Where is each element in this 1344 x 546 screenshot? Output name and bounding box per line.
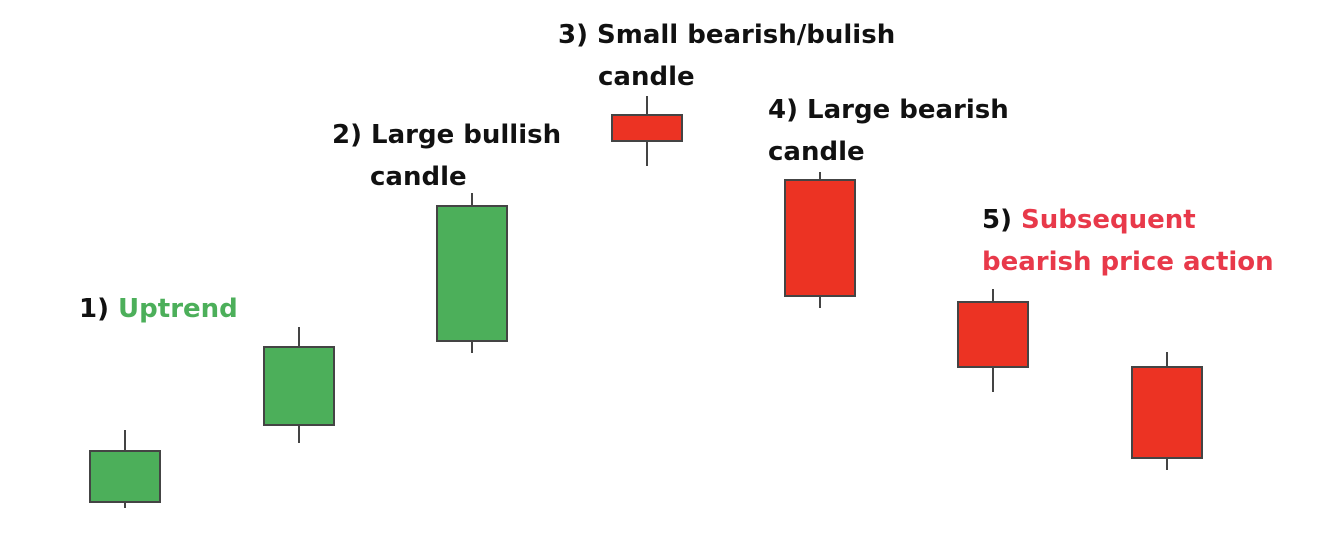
candle-4-body	[611, 114, 683, 142]
label-large-bullish-line2: candle	[370, 162, 467, 192]
label-small-candle: 3) Small bearish/bulish candle	[558, 14, 895, 98]
label-subsequent: 5) Subsequent bearish price action	[982, 199, 1274, 283]
label-uptrend: 1) Uptrend	[79, 288, 238, 330]
label-large-bearish: 4) Large bearish candle	[768, 89, 1009, 173]
label-large-bullish-line1: 2) Large bullish	[332, 120, 562, 150]
candle-1-body	[89, 450, 161, 503]
candle-3-bullish	[436, 193, 508, 353]
label-subsequent-number: 5)	[982, 205, 1012, 235]
candle-1-bullish	[89, 430, 161, 508]
label-uptrend-text: Uptrend	[118, 294, 238, 324]
candle-2-body	[263, 346, 335, 426]
candle-6-bearish	[957, 289, 1029, 392]
candle-2-bullish	[263, 327, 335, 443]
candle-3-body	[436, 205, 508, 342]
label-small-candle-line2: candle	[598, 62, 695, 92]
label-large-bearish-line2: candle	[768, 137, 865, 167]
label-subsequent-line1-wrap: 5) Subsequent	[982, 199, 1274, 241]
candle-5-body	[784, 179, 856, 297]
label-subsequent-line2: bearish price action	[982, 247, 1274, 277]
candle-6-body	[957, 301, 1029, 368]
candles-group	[89, 96, 1203, 508]
candle-4-bearish	[611, 96, 683, 166]
candle-7-body	[1131, 366, 1203, 459]
label-small-candle-line1: 3) Small bearish/bulish	[558, 20, 896, 50]
label-large-bullish: 2) Large bullish candle	[332, 114, 561, 198]
candle-7-bearish	[1131, 352, 1203, 470]
label-large-bearish-line1: 4) Large bearish	[768, 95, 1009, 125]
label-subsequent-line1: Subsequent	[1021, 205, 1196, 235]
label-uptrend-number: 1)	[79, 294, 109, 324]
candle-5-bearish	[784, 172, 856, 308]
